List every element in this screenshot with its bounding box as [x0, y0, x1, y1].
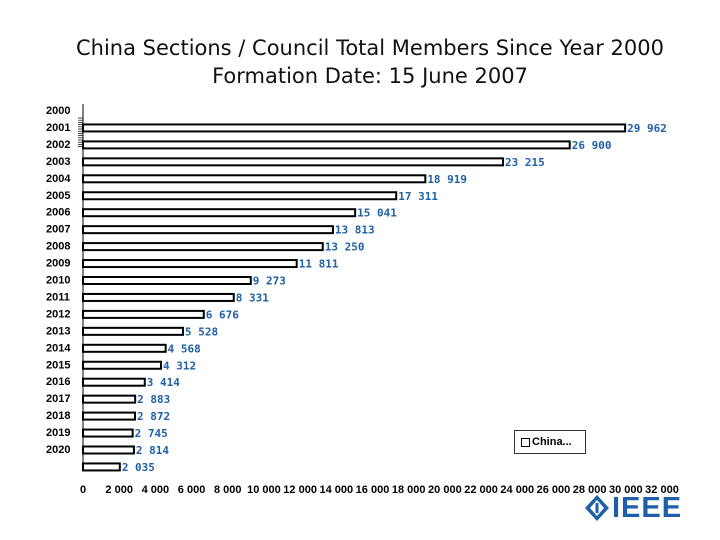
bar-data-label: 2 745 — [135, 427, 168, 440]
y-tick-label: 2003 — [46, 156, 70, 168]
x-tick-label: 30 000 — [609, 484, 643, 496]
bar-data-label: 6 676 — [206, 308, 239, 321]
bar — [82, 225, 334, 235]
bar — [82, 445, 135, 455]
bar — [82, 174, 427, 184]
bar-data-label: 26 900 — [572, 139, 612, 152]
bar-data-label: 2 883 — [137, 393, 170, 406]
y-tick-label: 2002 — [46, 139, 70, 151]
bar — [82, 394, 137, 404]
x-tick-label: 18 000 — [392, 484, 426, 496]
y-tick-label: 2009 — [46, 258, 70, 270]
x-tick-label: 24 000 — [500, 484, 534, 496]
bar-data-label: 15 041 — [357, 207, 397, 220]
y-tick-label: 2016 — [46, 376, 70, 388]
ieee-diamond-icon — [585, 495, 609, 521]
bar — [82, 123, 627, 133]
y-tick-label: 2017 — [46, 393, 70, 405]
bar-data-label: 2 814 — [136, 444, 169, 457]
bar-data-label: 9 273 — [253, 275, 286, 288]
bar-data-label: 11 811 — [299, 258, 339, 271]
bar-data-label: 13 250 — [325, 241, 365, 254]
legend-swatch — [521, 438, 530, 447]
bar-data-label: 2 872 — [137, 410, 170, 423]
bar — [82, 377, 146, 387]
bar — [82, 292, 235, 302]
bar-data-label: 13 813 — [335, 224, 375, 237]
bar — [82, 360, 163, 370]
x-tick-label: 12 000 — [283, 484, 317, 496]
y-tick-label: 2019 — [46, 427, 70, 439]
bar — [82, 326, 185, 336]
chart-title: China Sections / Council Total Members S… — [76, 36, 664, 60]
y-tick-label: 2001 — [46, 122, 70, 134]
x-tick-label: 8 000 — [214, 484, 242, 496]
y-tick-label: 2000 — [46, 105, 70, 117]
x-tick-label: 6 000 — [178, 484, 206, 496]
bar — [82, 462, 121, 472]
bar — [82, 259, 298, 269]
y-tick-label: 2020 — [46, 444, 70, 456]
x-tick-label: 26 000 — [537, 484, 571, 496]
y-tick-label: 2011 — [46, 291, 70, 303]
x-tick-label: 16 000 — [356, 484, 390, 496]
y-tick-label: 2004 — [46, 173, 71, 185]
bar — [82, 276, 252, 285]
bar-data-label: 5 528 — [185, 325, 218, 338]
x-tick-label: 10 000 — [247, 484, 281, 496]
bar — [82, 411, 136, 421]
bar-data-label: 29 962 — [627, 122, 667, 135]
y-tick-label: 2014 — [46, 342, 71, 354]
bar-data-label: 8 331 — [236, 291, 269, 304]
legend-label: China... — [532, 436, 572, 448]
ieee-logo-text: IEEE — [612, 492, 683, 524]
x-tick-label: 2 000 — [105, 484, 133, 496]
y-tick-label: 2018 — [46, 410, 70, 422]
y-tick-label: 2006 — [46, 207, 70, 219]
bar — [82, 343, 167, 353]
y-tick-label: 2012 — [46, 308, 70, 320]
x-tick-label: 28 000 — [573, 484, 607, 496]
bar-data-label: 23 215 — [505, 156, 545, 169]
bar — [82, 428, 134, 438]
bar — [82, 309, 205, 319]
x-tick-label: 20 000 — [428, 484, 462, 496]
bar — [82, 208, 357, 218]
bar-data-label: 2 035 — [122, 461, 155, 474]
y-tick-label: 2010 — [46, 275, 70, 287]
x-tick-label: 22 000 — [464, 484, 498, 496]
y-tick-label: 2013 — [46, 325, 70, 337]
bar-data-label: 3 414 — [147, 376, 180, 389]
y-tick-label: 2007 — [46, 224, 70, 236]
x-tick-label: 32 000 — [645, 484, 679, 496]
y-tick-label: 2015 — [46, 359, 70, 371]
bar-data-label: 18 919 — [427, 173, 467, 186]
bar-data-label: 4 312 — [163, 359, 196, 372]
bar — [82, 140, 571, 150]
bar — [82, 157, 505, 167]
y-tick-label: 2008 — [46, 241, 70, 253]
y-tick-label: 2005 — [46, 190, 70, 202]
bar-data-label: 4 568 — [168, 342, 201, 355]
x-tick-label: 14 000 — [319, 484, 353, 496]
legend: China... — [514, 430, 586, 454]
ieee-logo: IEEE — [584, 492, 684, 526]
bar-data-label: 17 311 — [398, 190, 438, 203]
x-tick-label: 4 000 — [142, 484, 170, 496]
x-tick-label: 0 — [80, 484, 86, 496]
bar — [82, 191, 398, 201]
chart-subtitle: Formation Date: 15 June 2007 — [212, 64, 528, 88]
bar — [82, 242, 324, 252]
